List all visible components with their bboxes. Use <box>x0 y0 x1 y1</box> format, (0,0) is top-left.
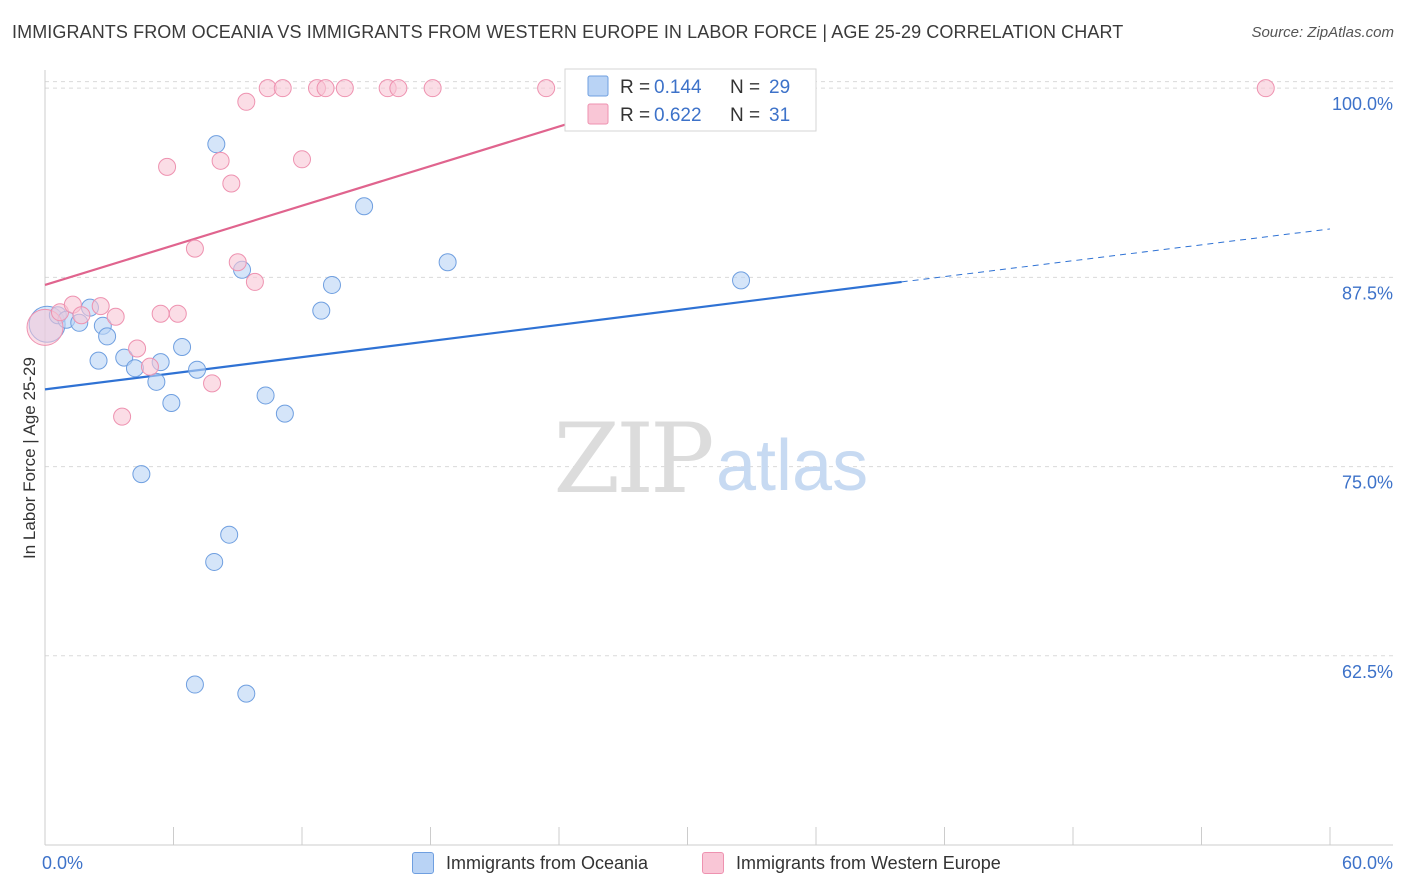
point-oceania-9 <box>125 359 144 378</box>
source-credit: Source: ZipAtlas.com <box>1251 24 1394 41</box>
legend-label-oceania: Immigrants from Oceania <box>446 852 649 873</box>
legend-swatch-pink <box>702 852 724 874</box>
watermark-zip: ZIP <box>553 403 712 515</box>
point-oceania-28 <box>237 684 256 703</box>
point-western-europe-3 <box>72 306 91 325</box>
point-oceania-19 <box>312 301 331 320</box>
stats-legend-swatch-pink <box>587 103 609 125</box>
point-western-europe-17 <box>245 272 264 291</box>
point-oceania-12 <box>162 394 181 413</box>
x-tick-label-min: 0.0% <box>42 853 83 873</box>
axes <box>44 70 1393 846</box>
point-oceania-22 <box>438 253 457 272</box>
point-oceania-14 <box>188 360 207 379</box>
zipatlas-watermark: ZIP atlas <box>553 403 868 515</box>
bottom-legend: Immigrants from Oceania Immigrants from … <box>0 852 1406 878</box>
point-oceania-8 <box>115 348 134 367</box>
stats-legend: R = 0.144 N = 29 R = 0.622 N = 31 <box>564 68 817 132</box>
stats-legend-swatch-blue <box>587 75 609 97</box>
point-western-europe-26 <box>389 79 408 98</box>
tick-labels: 62.5% 75.0% 87.5% 100.0% 0.0% 60.0% <box>42 94 1393 873</box>
n-label-1: N = <box>730 105 760 126</box>
point-western-europe-21 <box>293 150 311 169</box>
point-oceania-17 <box>256 386 275 405</box>
point-western-europe-28 <box>537 79 556 98</box>
point-western-europe-8 <box>151 304 170 323</box>
data-points <box>26 79 1275 703</box>
point-western-europe-6 <box>128 339 147 358</box>
point-western-europe-13 <box>185 239 204 258</box>
n-value-1: 31 <box>769 105 790 126</box>
n-value-0: 29 <box>769 77 790 98</box>
r-label-1: R = <box>620 105 650 126</box>
point-western-europe-4 <box>91 297 110 316</box>
point-western-europe-16 <box>228 253 247 272</box>
point-western-europe-30 <box>1256 79 1275 98</box>
point-oceania-20 <box>322 275 341 294</box>
legend-label-western-europe: Immigrants from Western Europe <box>736 852 1001 873</box>
trend-line-oceania <box>44 280 902 391</box>
point-oceania-15 <box>207 135 226 154</box>
point-oceania-10 <box>147 372 166 391</box>
point-oceania-24 <box>132 465 151 484</box>
point-western-europe-15 <box>222 174 241 193</box>
point-oceania-21 <box>355 197 374 216</box>
chart-title: IMMIGRANTS FROM OCEANIA VS IMMIGRANTS FR… <box>12 22 1124 42</box>
point-oceania-13 <box>173 338 192 357</box>
point-western-europe-12 <box>158 157 177 176</box>
trend-line-oceania-projection <box>901 228 1331 283</box>
point-oceania-6 <box>89 351 108 370</box>
point-oceania-23 <box>732 271 751 290</box>
point-western-europe-5 <box>106 307 125 326</box>
point-oceania-26 <box>205 552 224 571</box>
point-western-europe-18 <box>237 92 256 111</box>
point-western-europe-23 <box>316 79 335 98</box>
point-oceania-7 <box>98 327 117 346</box>
watermark-atlas: atlas <box>716 426 868 506</box>
point-oceania-25 <box>220 525 239 544</box>
y-tick-label-3: 100.0% <box>1332 94 1393 114</box>
point-western-europe-24 <box>335 79 354 98</box>
point-oceania-27 <box>185 675 204 694</box>
point-western-europe-9 <box>168 304 187 323</box>
gridlines <box>45 81 1395 657</box>
y-tick-label-1: 75.0% <box>1342 473 1393 493</box>
r-label-0: R = <box>620 77 650 98</box>
point-western-europe-27 <box>423 79 442 98</box>
point-western-europe-11 <box>203 374 222 393</box>
n-label-0: N = <box>730 77 760 98</box>
legend-item-oceania: Immigrants from Oceania <box>412 852 648 874</box>
legend-item-western-europe: Immigrants from Western Europe <box>702 852 1001 874</box>
r-value-1: 0.622 <box>654 105 702 126</box>
r-value-0: 0.144 <box>654 77 702 98</box>
point-western-europe-20 <box>273 79 292 98</box>
x-tick-label-max: 60.0% <box>1342 853 1393 873</box>
y-tick-label-2: 87.5% <box>1342 283 1393 303</box>
point-oceania-18 <box>275 404 294 423</box>
point-western-europe-7 <box>140 357 159 376</box>
point-western-europe-10 <box>113 407 132 426</box>
point-western-europe-19 <box>258 79 277 98</box>
legend-swatch-blue <box>412 852 434 874</box>
point-western-europe-14 <box>211 151 230 170</box>
y-tick-label-0: 62.5% <box>1342 662 1393 682</box>
